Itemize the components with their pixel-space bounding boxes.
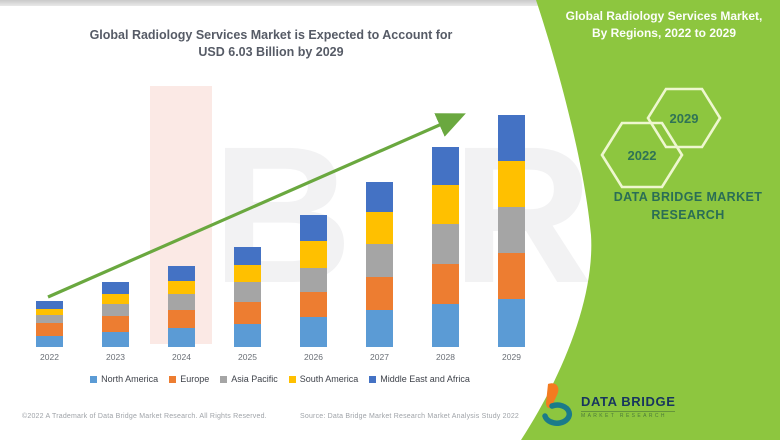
- legend-item-asia-pacific: Asia Pacific: [220, 374, 278, 384]
- bar-segment-asia-pacific: [366, 243, 393, 277]
- bar-segment-north-america: [366, 310, 393, 347]
- brand-line2: RESEARCH: [651, 208, 725, 222]
- legend-item-south-america: South America: [288, 374, 359, 384]
- bar-segment-south-america: [102, 293, 129, 304]
- x-axis-label: 2025: [238, 352, 257, 362]
- legend-item-middle-east-and-africa: Middle East and Africa: [369, 374, 470, 384]
- legend-item-north-america: North America: [90, 374, 158, 384]
- logo-name: DATA BRIDGE: [581, 393, 676, 409]
- bar-segment-middle-east-and-africa: [102, 281, 129, 294]
- hexagon-upper: [646, 87, 722, 149]
- chart-title: Global Radiology Services Market is Expe…: [30, 27, 512, 61]
- logo-b-icon: [542, 383, 573, 426]
- bar-segment-middle-east-and-africa: [36, 300, 63, 309]
- legend-label: Asia Pacific: [231, 374, 278, 384]
- bar-segment-europe: [366, 276, 393, 311]
- logo-subtitle: MARKET RESEARCH: [581, 412, 667, 419]
- legend-swatch: [90, 375, 98, 383]
- bar-segment-europe: [168, 309, 195, 328]
- bar-segment-asia-pacific: [36, 314, 63, 324]
- stacked-bar-2025: [234, 246, 261, 347]
- legend-label: South America: [299, 374, 359, 384]
- x-axis-label: 2027: [370, 352, 389, 362]
- bar-segment-asia-pacific: [168, 293, 195, 310]
- top-border-strip: [0, 0, 780, 6]
- bar-segment-middle-east-and-africa: [168, 266, 195, 282]
- bar-segment-middle-east-and-africa: [300, 215, 327, 241]
- stacked-bar-2023: [102, 281, 129, 347]
- legend-item-europe: Europe: [169, 374, 209, 384]
- brand-line1: DATA BRIDGE MARKET: [613, 190, 763, 204]
- bar-segment-europe: [36, 323, 63, 336]
- x-axis-labels: 2022 2023 2024 2025 2026 2027 2028 2029: [28, 352, 533, 362]
- hexagon-outlines: [600, 87, 722, 189]
- bar-segment-north-america: [36, 335, 63, 347]
- x-axis-label: 2023: [106, 352, 125, 362]
- bar-segment-europe: [102, 316, 129, 332]
- bar-segment-asia-pacific: [498, 206, 525, 253]
- bar-segment-europe: [498, 252, 525, 299]
- chart-legend: North America Europe Asia Pacific South Ame…: [24, 374, 536, 384]
- x-axis-label: 2028: [436, 352, 455, 362]
- panel-title-line1: Global Radiology Services Market,: [565, 9, 763, 23]
- hexagon-lower-year: 2022: [628, 148, 657, 163]
- legend-swatch: [220, 375, 228, 383]
- hexagon-upper-year: 2029: [670, 111, 699, 126]
- hexagon-lower: [600, 121, 684, 189]
- bar-segment-north-america: [498, 298, 525, 347]
- stacked-bar-2028: [432, 146, 459, 347]
- bar-segment-asia-pacific: [300, 267, 327, 292]
- x-axis-label: 2029: [502, 352, 521, 362]
- legend-label: Middle East and Africa: [380, 374, 470, 384]
- bar-segment-north-america: [234, 323, 261, 347]
- source-text: Source: Data Bridge Market Research Mark…: [300, 413, 519, 420]
- bar-segment-north-america: [102, 331, 129, 347]
- bar-segment-south-america: [366, 212, 393, 244]
- stacked-bar-2029: [498, 114, 525, 347]
- stacked-bar-2024: [168, 266, 195, 347]
- legend-swatch: [169, 375, 177, 383]
- stacked-bar-2026: [300, 215, 327, 347]
- stacked-bar-2027: [366, 181, 393, 347]
- bar-segment-middle-east-and-africa: [432, 146, 459, 186]
- legend-label: Europe: [180, 374, 210, 384]
- legend-swatch: [288, 375, 296, 383]
- bar-segment-south-america: [168, 281, 195, 294]
- data-bridge-logo: DATA BRIDGE MARKET RESEARCH: [540, 382, 676, 430]
- bar-segment-middle-east-and-africa: [366, 181, 393, 213]
- bar-segment-south-america: [36, 308, 63, 315]
- brand-wordmark: DATA BRIDGE MARKET RESEARCH: [596, 188, 780, 224]
- bar-segment-north-america: [300, 317, 327, 347]
- bar-segment-south-america: [234, 265, 261, 282]
- x-axis-label: 2024: [172, 352, 191, 362]
- bar-segment-south-america: [498, 161, 525, 207]
- legend-swatch: [369, 375, 377, 383]
- bar-segment-asia-pacific: [234, 281, 261, 303]
- bar-segment-north-america: [168, 327, 195, 347]
- bar-segment-south-america: [432, 185, 459, 224]
- x-axis-label: 2026: [304, 352, 323, 362]
- panel-title: Global Radiology Services Market, By Reg…: [556, 8, 772, 41]
- logo-divider: [581, 410, 676, 412]
- panel-title-line2: By Regions, 2022 to 2029: [591, 25, 737, 40]
- bar-segment-north-america: [432, 303, 459, 347]
- bar-segment-middle-east-and-africa: [234, 246, 261, 266]
- bar-segment-europe: [432, 263, 459, 304]
- bar-chart-plot: [28, 114, 533, 347]
- chart-title-line2: USD 6.03 Billion by 2029: [198, 45, 344, 59]
- bar-segment-europe: [300, 291, 327, 317]
- bar-segment-europe: [234, 302, 261, 324]
- stacked-bar-2022: [36, 300, 63, 347]
- bar-segment-south-america: [300, 240, 327, 268]
- copyright-text: ©2022 A Trademark of Data Bridge Market …: [22, 413, 267, 420]
- chart-title-line1: Global Radiology Services Market is Expe…: [89, 28, 453, 42]
- x-axis-label: 2022: [40, 352, 59, 362]
- bar-segment-asia-pacific: [102, 303, 129, 317]
- bar-segment-asia-pacific: [432, 223, 459, 264]
- legend-label: North America: [101, 374, 159, 384]
- bar-segment-middle-east-and-africa: [498, 114, 525, 162]
